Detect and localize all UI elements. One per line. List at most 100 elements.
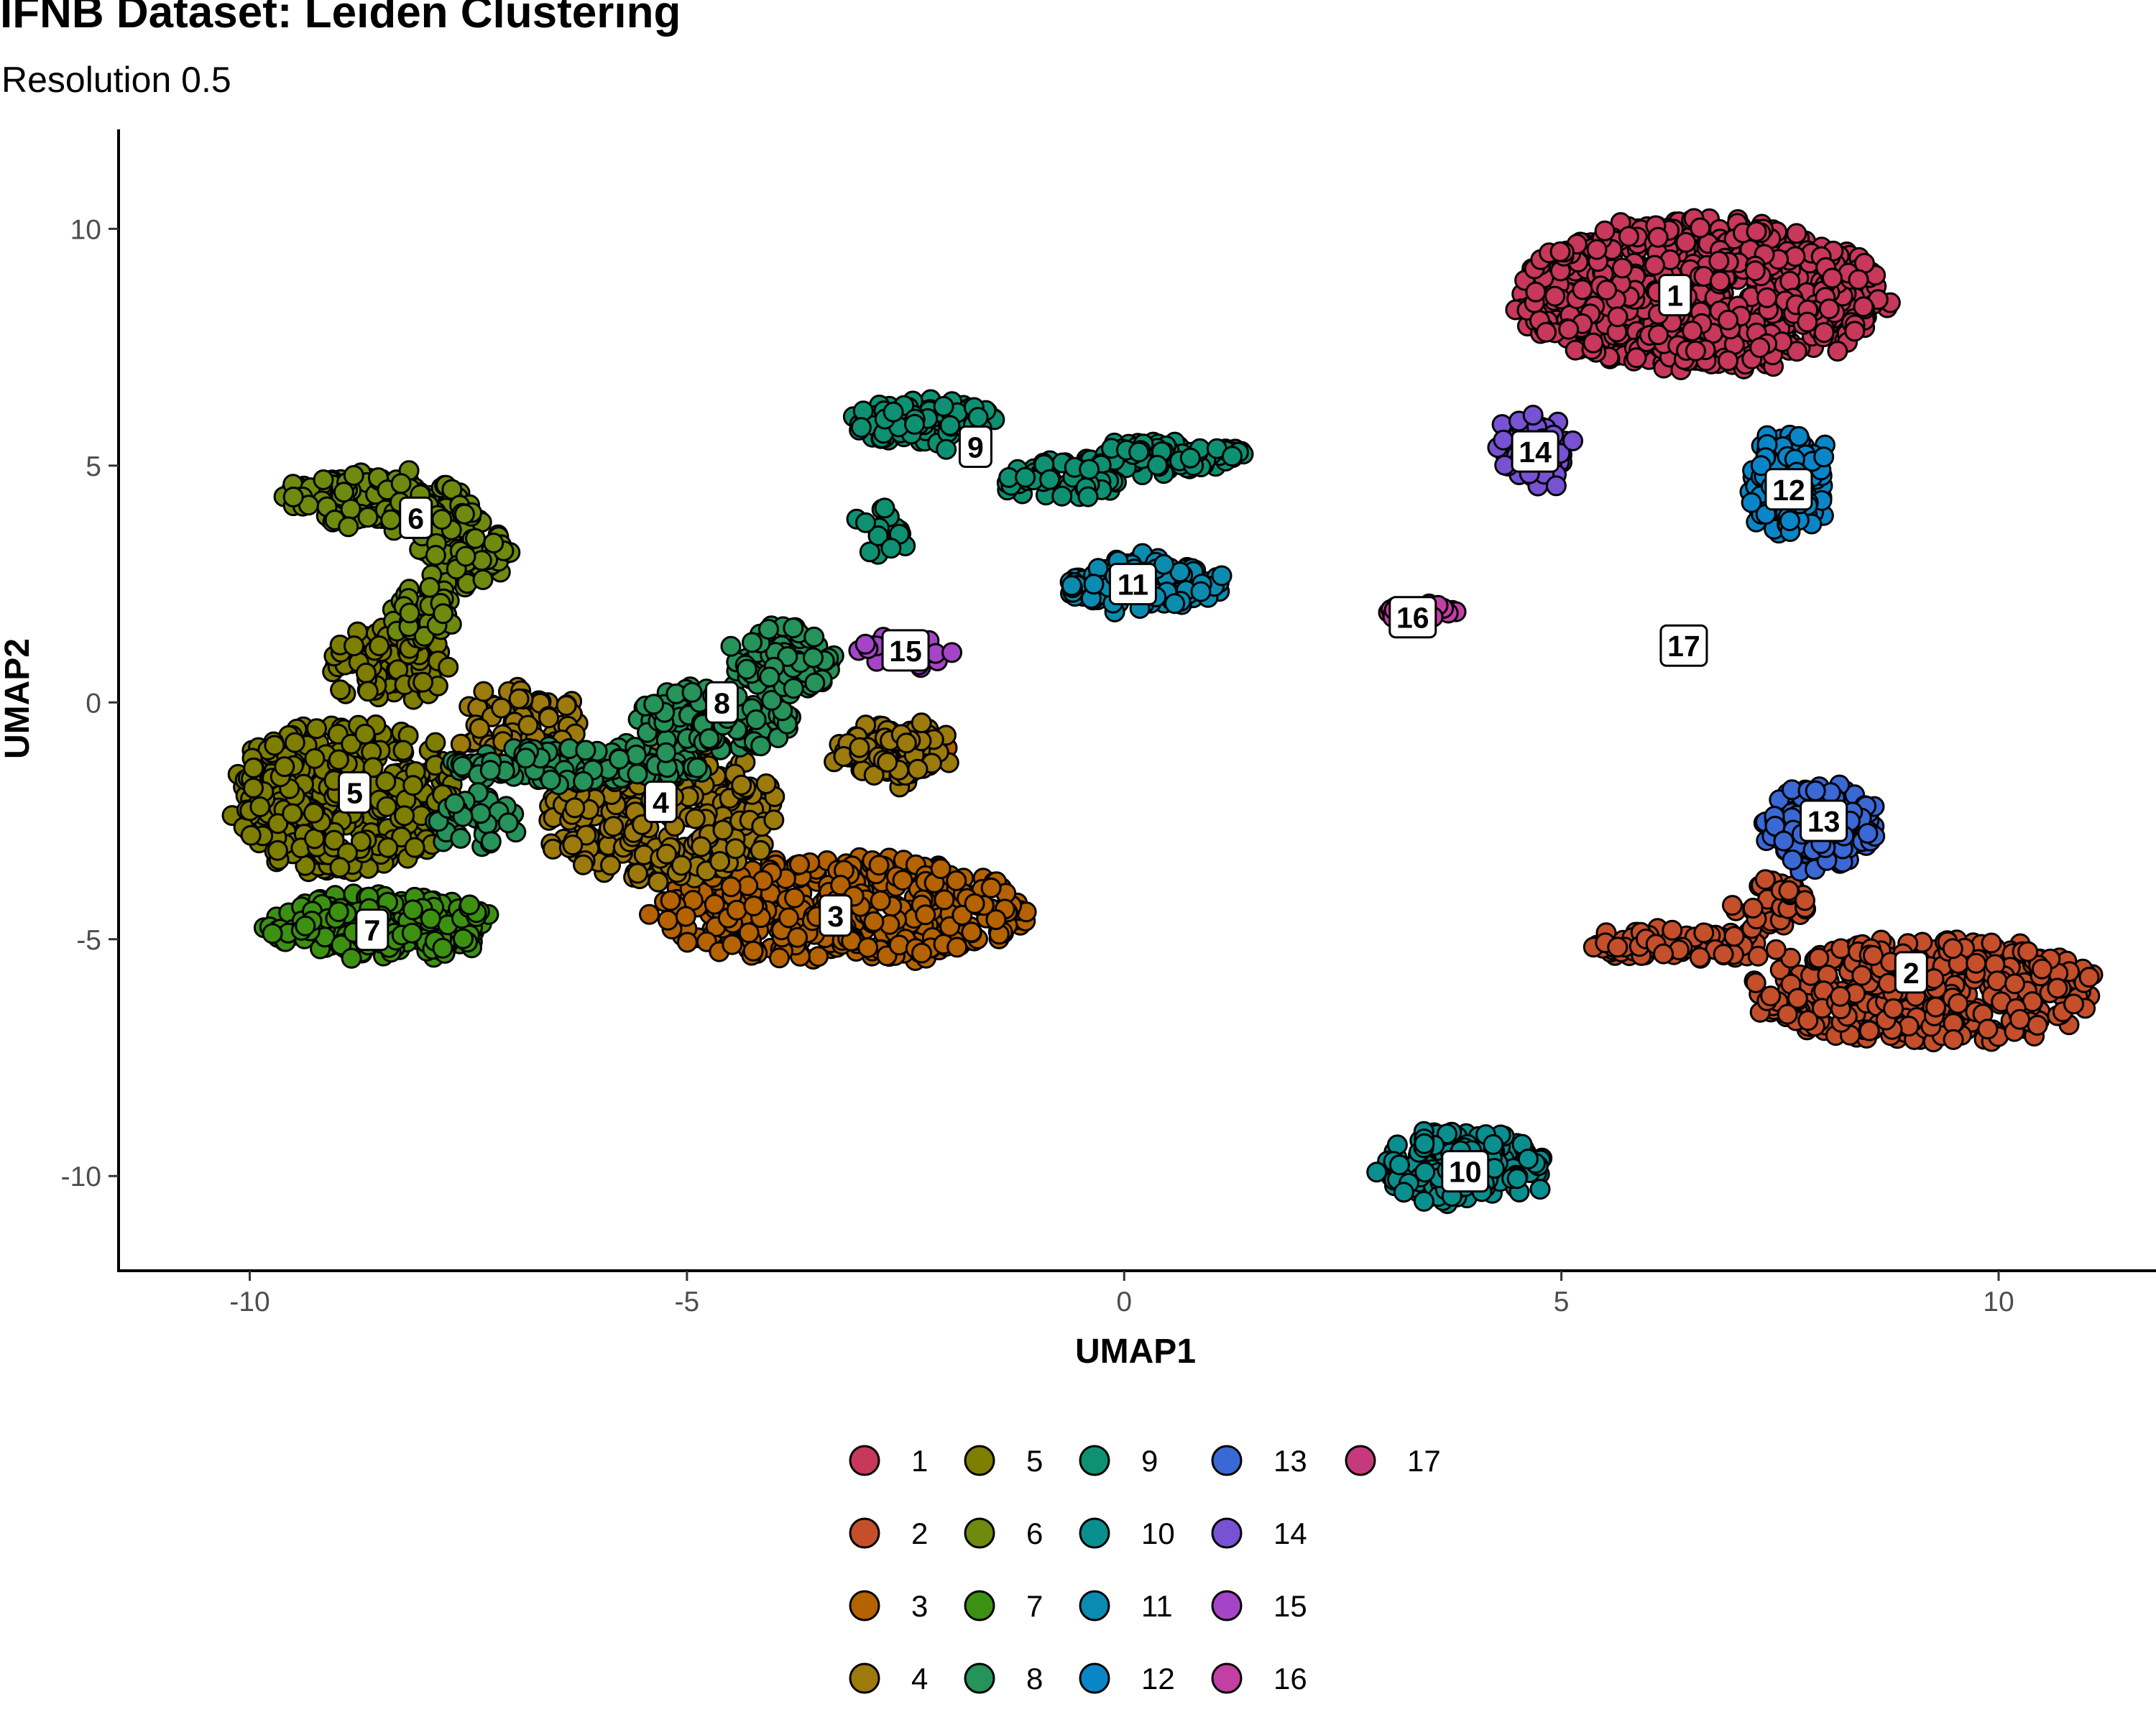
cell-point bbox=[1549, 241, 1571, 262]
cell-point bbox=[686, 757, 708, 778]
cell-point bbox=[1572, 279, 1593, 300]
cell-point bbox=[874, 497, 895, 519]
cell-point bbox=[675, 906, 696, 927]
cell-point bbox=[1690, 217, 1711, 239]
cell-point bbox=[904, 413, 925, 435]
cell-point bbox=[1607, 937, 1628, 958]
cell-point bbox=[720, 635, 742, 657]
y-tick-label: 10 bbox=[70, 214, 101, 245]
legend-swatch bbox=[964, 1517, 995, 1549]
cell-point bbox=[1813, 446, 1835, 468]
legend-swatch bbox=[1079, 1445, 1110, 1476]
legend-item-1: 1 bbox=[849, 1444, 928, 1478]
cell-point bbox=[804, 672, 826, 694]
cell-point bbox=[1562, 430, 1583, 451]
cell-point bbox=[1128, 441, 1150, 463]
cell-point bbox=[1760, 985, 1782, 1007]
cell-point bbox=[1797, 1010, 1819, 1031]
cell-point bbox=[877, 752, 898, 773]
cell-point bbox=[1689, 947, 1710, 968]
cell-point bbox=[2031, 958, 2053, 980]
cell-point bbox=[480, 831, 502, 852]
cell-point bbox=[1682, 321, 1703, 341]
cell-point bbox=[249, 796, 271, 817]
cell-point bbox=[750, 840, 771, 861]
cell-point bbox=[2078, 967, 2100, 988]
cell-point bbox=[1822, 267, 1843, 289]
cell-point bbox=[1863, 944, 1884, 966]
cell-point bbox=[313, 469, 334, 490]
cell-point bbox=[1898, 1016, 1920, 1037]
legend-item-15: 15 bbox=[1211, 1589, 1307, 1623]
cell-point bbox=[556, 695, 577, 717]
cell-point bbox=[855, 512, 876, 533]
cell-point bbox=[338, 516, 359, 538]
cell-point bbox=[784, 887, 806, 908]
cell-point bbox=[517, 714, 539, 736]
cell-point bbox=[1061, 575, 1082, 597]
cell-point bbox=[1685, 340, 1706, 362]
cluster-label-12: 12 bbox=[1764, 468, 1813, 511]
cell-point bbox=[911, 942, 932, 964]
cluster-2-points bbox=[1583, 869, 2104, 1053]
cell-point bbox=[264, 735, 285, 756]
cell-point bbox=[380, 509, 402, 530]
cell-point bbox=[479, 760, 501, 781]
cell-point bbox=[681, 681, 703, 703]
cluster-label-5: 5 bbox=[338, 770, 372, 814]
cell-point bbox=[1795, 890, 1815, 911]
cell-point bbox=[1848, 269, 1869, 290]
cell-point bbox=[936, 438, 957, 460]
cell-point bbox=[759, 666, 780, 688]
cluster-label-14: 14 bbox=[1511, 430, 1560, 473]
cell-point bbox=[2004, 973, 2025, 995]
cell-point bbox=[1675, 231, 1697, 253]
cell-point bbox=[946, 937, 968, 958]
cell-point bbox=[1756, 287, 1778, 308]
cell-point bbox=[1179, 447, 1201, 469]
cell-point bbox=[657, 909, 678, 931]
x-axis-title: UMAP1 bbox=[1075, 1333, 1196, 1371]
cell-point bbox=[755, 773, 777, 794]
cell-point bbox=[243, 758, 264, 778]
cell-point bbox=[575, 740, 596, 761]
cell-point bbox=[240, 824, 262, 846]
cluster-label-text: 12 bbox=[1772, 474, 1805, 507]
cell-point bbox=[469, 717, 490, 739]
cell-point bbox=[1164, 593, 1186, 615]
cell-point bbox=[1942, 938, 1963, 960]
cluster-label-text: 15 bbox=[889, 635, 922, 668]
cluster-label-6: 6 bbox=[399, 496, 433, 539]
legend-item-11: 11 bbox=[1079, 1589, 1173, 1623]
cell-point bbox=[573, 770, 594, 792]
cell-point bbox=[433, 603, 454, 625]
cell-point bbox=[1813, 322, 1835, 344]
cluster-label-9: 9 bbox=[958, 425, 992, 468]
cell-point bbox=[870, 890, 891, 911]
cell-point bbox=[1830, 985, 1851, 1007]
cell-point bbox=[1948, 993, 1969, 1014]
cell-point bbox=[438, 656, 459, 678]
cell-point bbox=[783, 617, 804, 639]
cell-point bbox=[425, 545, 446, 566]
cell-point bbox=[1808, 947, 1830, 969]
x-tick-label: -10 bbox=[229, 1287, 270, 1317]
cell-point bbox=[465, 528, 486, 549]
cell-point bbox=[911, 712, 932, 734]
cell-point bbox=[1773, 830, 1795, 852]
cell-point bbox=[643, 694, 665, 715]
cell-point bbox=[284, 732, 305, 753]
cell-point bbox=[934, 889, 955, 911]
cell-point bbox=[355, 662, 377, 684]
cell-point bbox=[1393, 1182, 1414, 1203]
cluster-label-13: 13 bbox=[1800, 799, 1848, 842]
cluster-label-16: 16 bbox=[1388, 596, 1437, 639]
cell-point bbox=[1777, 1003, 1798, 1025]
cluster-label-11: 11 bbox=[1108, 563, 1157, 606]
cluster-label-text: 6 bbox=[407, 502, 424, 535]
legend-swatch bbox=[964, 1590, 995, 1622]
cell-point bbox=[1153, 553, 1175, 575]
cell-point bbox=[432, 937, 453, 959]
cell-point bbox=[1211, 565, 1233, 586]
